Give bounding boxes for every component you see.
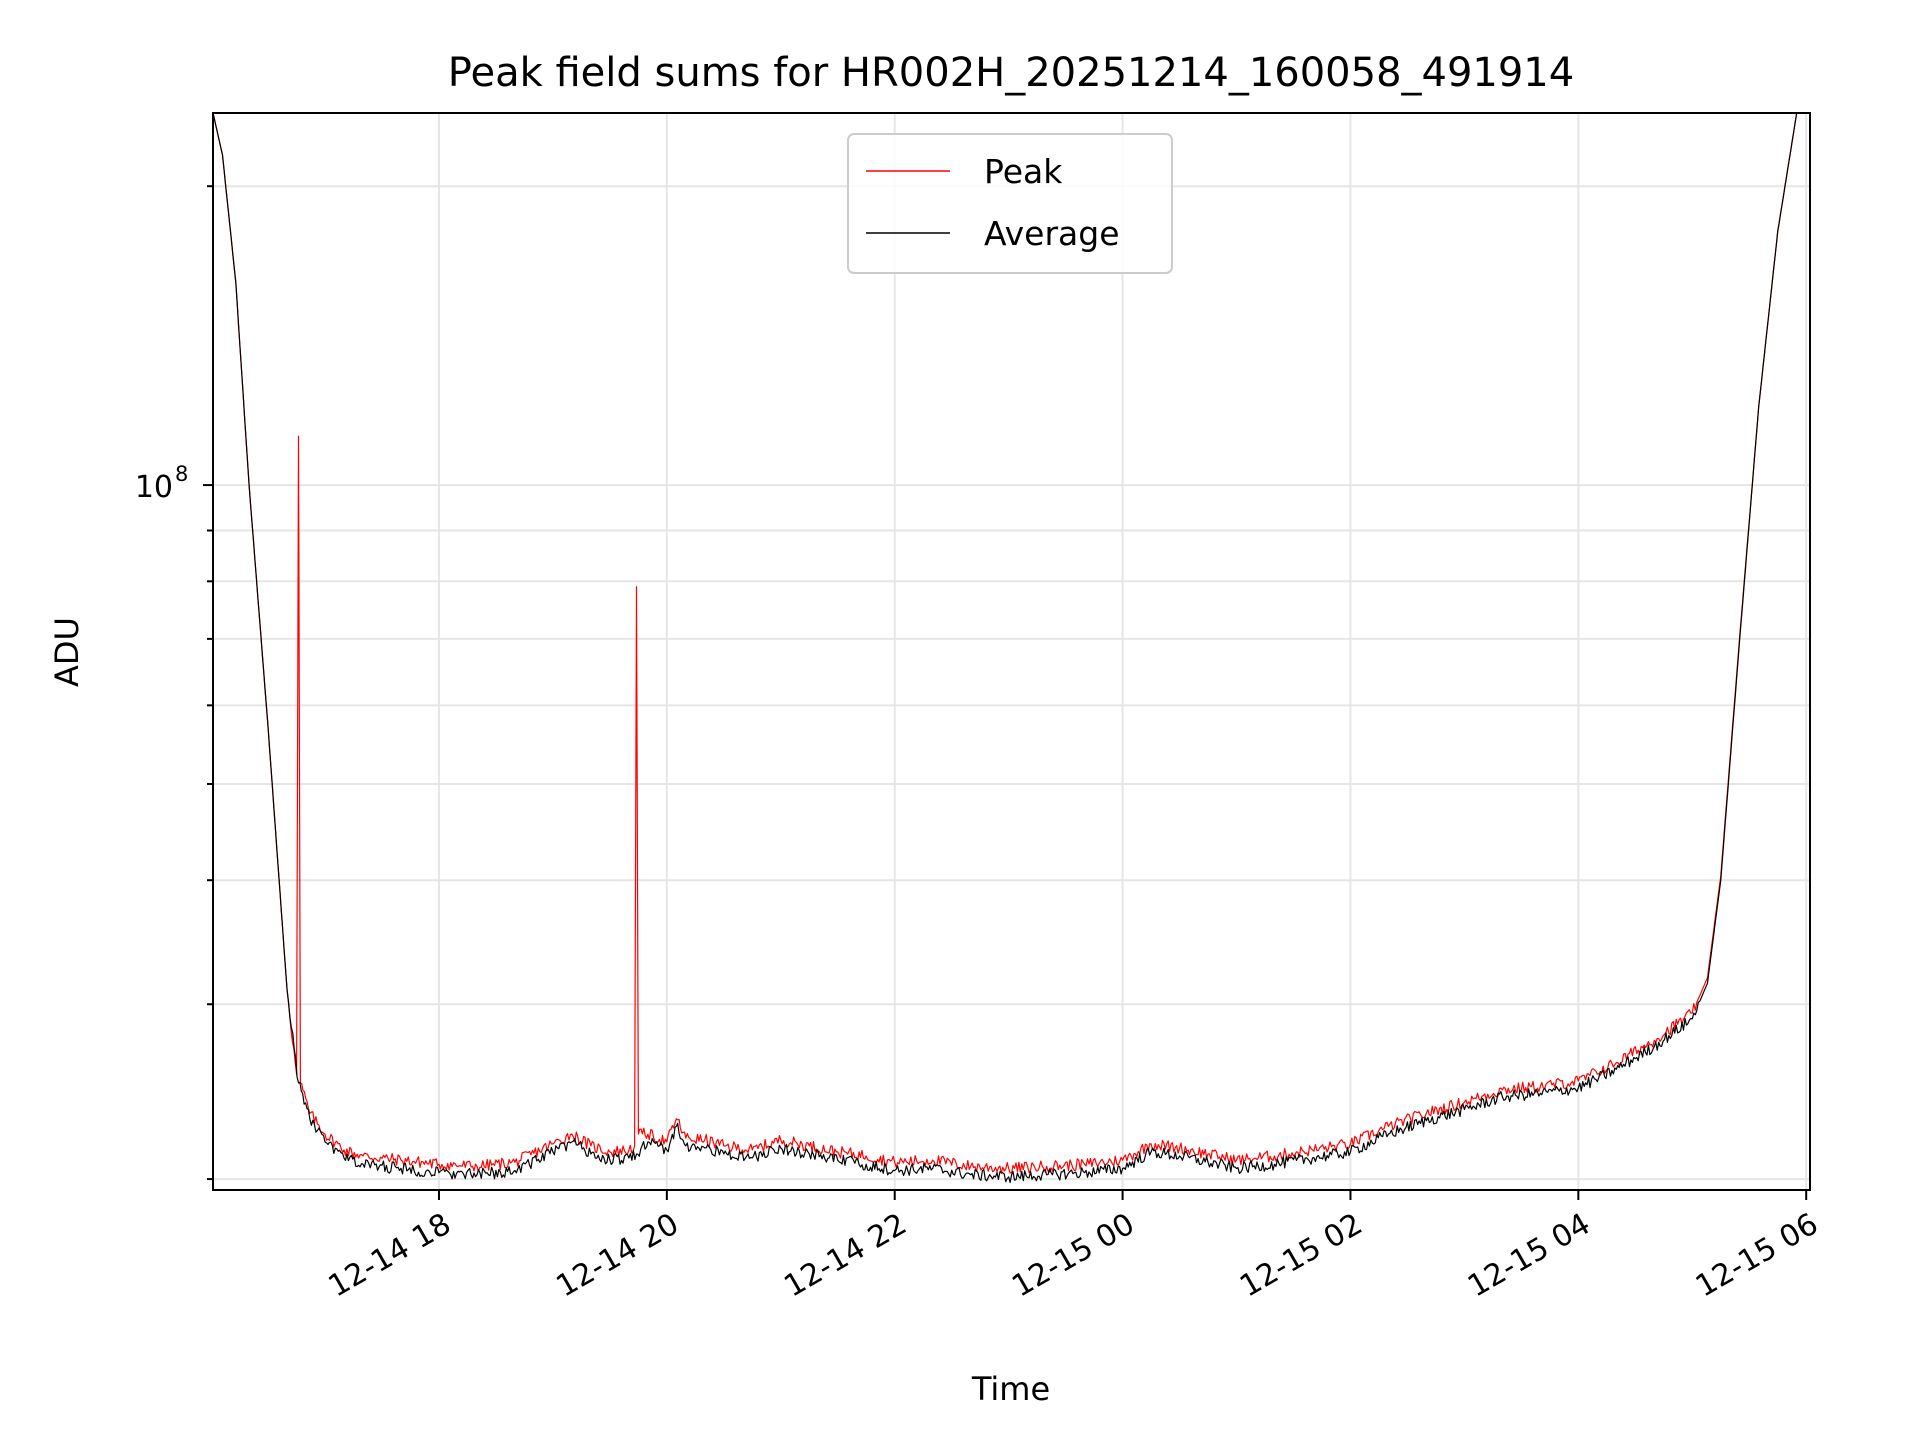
y-axis-label: ADU [48, 617, 86, 687]
x-axis-label: Time [971, 1370, 1050, 1408]
legend-average-label: Average [984, 214, 1120, 253]
series-line-average [213, 113, 1810, 1184]
y-tick-label: 10 [135, 470, 173, 505]
chart-title: Peak field sums for HR002H_20251214_1600… [448, 50, 1574, 96]
legend-box [847, 133, 1173, 274]
legend-peak-label: Peak [984, 152, 1063, 191]
series-line-peak [213, 113, 1810, 1174]
legend: Peak Average [847, 133, 1173, 274]
plot-frame [212, 112, 1811, 1191]
y-tick-exponent: 8 [175, 462, 188, 486]
series-layer [213, 113, 1810, 1184]
grid [213, 113, 1810, 1190]
